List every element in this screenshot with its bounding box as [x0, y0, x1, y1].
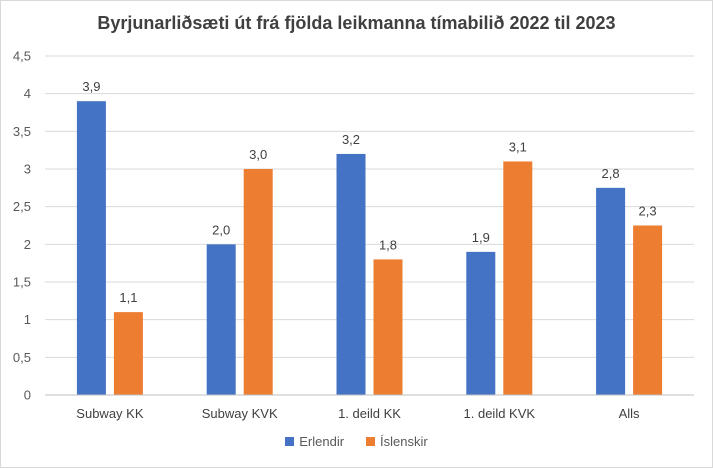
- data-label: 3,1: [509, 139, 527, 154]
- y-tick-label: 4: [24, 86, 31, 101]
- data-label: 3,9: [82, 79, 100, 94]
- bar: [503, 161, 533, 395]
- chart-title: Byrjunarliðsæti út frá fjölda leikmanna …: [97, 13, 616, 33]
- data-label: 3,2: [342, 132, 360, 147]
- data-label: 2,0: [212, 222, 230, 237]
- y-tick-label: 3,5: [13, 124, 31, 139]
- legend: Erlendir Íslenskir: [1, 434, 712, 449]
- data-label: 1,9: [472, 230, 490, 245]
- y-tick-label: 4,5: [13, 49, 31, 64]
- legend-label-erlendir: Erlendir: [299, 434, 345, 449]
- legend-item-islenskir: Íslenskir: [366, 434, 428, 449]
- bar: [76, 101, 106, 395]
- legend-swatch-erlendir: [285, 437, 295, 446]
- y-tick-label: 1: [24, 312, 31, 327]
- legend-label-islenskir: Íslenskir: [380, 434, 428, 449]
- data-label: 1,8: [379, 237, 397, 252]
- y-tick-label: 0: [24, 388, 31, 403]
- bar: [466, 251, 496, 395]
- data-label: 1,1: [119, 290, 137, 305]
- bar: [206, 244, 236, 395]
- y-tick-label: 0,5: [13, 350, 31, 365]
- data-label: 3,0: [249, 147, 267, 162]
- legend-swatch-islenskir: [366, 437, 376, 446]
- x-tick-label: Subway KK: [76, 406, 144, 421]
- data-label: 2,8: [602, 166, 620, 181]
- y-tick-label: 1,5: [13, 275, 31, 290]
- bar: [373, 259, 403, 395]
- x-tick-label: 1. deild KK: [338, 406, 401, 421]
- bar: [633, 225, 663, 395]
- x-tick-label: 1. deild KVK: [464, 406, 536, 421]
- bar: [113, 312, 143, 395]
- y-tick-label: 2,5: [13, 199, 31, 214]
- bar: [243, 169, 273, 395]
- bar: [596, 187, 626, 395]
- bar: [336, 153, 366, 395]
- data-label: 2,3: [639, 204, 657, 219]
- x-tick-label: Subway KVK: [202, 406, 278, 421]
- legend-item-erlendir: Erlendir: [285, 434, 344, 449]
- y-tick-label: 2: [24, 237, 31, 252]
- x-tick-label: Alls: [619, 406, 640, 421]
- y-tick-label: 3: [24, 162, 31, 177]
